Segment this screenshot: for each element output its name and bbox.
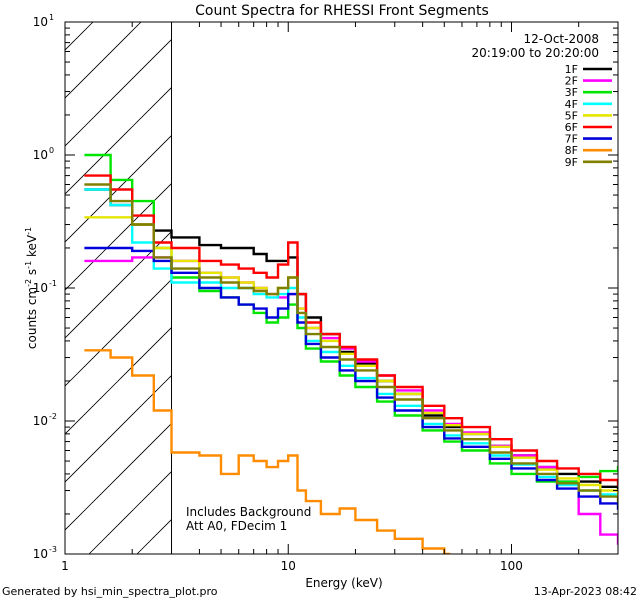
hatch-line bbox=[65, 182, 172, 291]
series-line-2F bbox=[84, 256, 618, 545]
footer-generated-by: Generated by hsi_min_spectra_plot.pro bbox=[2, 585, 218, 598]
x-tick-label: 1 bbox=[61, 559, 69, 573]
series-line-1F bbox=[84, 188, 618, 492]
series-line-8F bbox=[84, 349, 451, 554]
legend-label-8F: 8F bbox=[565, 144, 578, 157]
y-tick-exponent: -2 bbox=[49, 412, 57, 421]
legend-label-4F: 4F bbox=[565, 98, 578, 111]
y-axis-label: counts cm-2 s-1 keV-1 bbox=[24, 227, 39, 349]
x-axis-label: Energy (keV) bbox=[305, 576, 382, 590]
footer-timestamp: 13-Apr-2023 08:42 bbox=[534, 585, 637, 598]
hatch-line bbox=[281, 0, 640, 554]
y-tick-label: 10 bbox=[33, 547, 48, 561]
hatch-line bbox=[65, 22, 142, 99]
y-tick-label: 10 bbox=[33, 414, 48, 428]
x-tick-label: 10 bbox=[281, 559, 296, 573]
x-tick-label: 100 bbox=[500, 559, 523, 573]
hatch-line bbox=[65, 278, 172, 387]
hatch-line bbox=[65, 422, 172, 531]
series-line-9F bbox=[84, 183, 618, 503]
legend-label-5F: 5F bbox=[565, 109, 578, 122]
hatch-line bbox=[329, 0, 640, 554]
hatch-line bbox=[65, 38, 172, 147]
y-tick-exponent: 1 bbox=[49, 13, 54, 22]
time-range-text: 20:19:00 to 20:20:00 bbox=[472, 46, 599, 60]
hatched-region bbox=[0, 0, 640, 554]
legend-label-7F: 7F bbox=[565, 133, 578, 146]
date-text: 12-Oct-2008 bbox=[523, 32, 599, 46]
svg-text:counts cm-2 s-1 keV-1: counts cm-2 s-1 keV-1 bbox=[24, 227, 39, 349]
hatch-line bbox=[65, 374, 172, 483]
hatch-line bbox=[0, 0, 113, 554]
chart-title: Count Spectra for RHESSI Front Segments bbox=[195, 3, 489, 19]
hatch-line bbox=[65, 86, 172, 195]
hatch-line bbox=[617, 0, 640, 554]
y-tick-label: 10 bbox=[33, 15, 48, 29]
legend-label-1F: 1F bbox=[565, 63, 578, 76]
y-tick-label: 10 bbox=[33, 281, 48, 295]
legend-label-2F: 2F bbox=[565, 75, 578, 88]
series-line-3F bbox=[84, 153, 618, 483]
y-tick-exponent: 0 bbox=[49, 146, 54, 155]
legend-label-3F: 3F bbox=[565, 86, 578, 99]
y-tick-label: 10 bbox=[33, 148, 48, 162]
y-tick-exponent: -1 bbox=[49, 279, 57, 288]
legend-label-9F: 9F bbox=[565, 156, 578, 169]
series-line-6F bbox=[84, 174, 618, 487]
y-tick-exponent: -3 bbox=[49, 545, 57, 554]
annotation-attenuator: Att A0, FDecim 1 bbox=[186, 519, 287, 533]
annotation-background: Includes Background bbox=[186, 505, 311, 519]
hatch-line bbox=[65, 230, 172, 339]
legend-label-6F: 6F bbox=[565, 121, 578, 134]
series-line-4F bbox=[84, 188, 618, 498]
